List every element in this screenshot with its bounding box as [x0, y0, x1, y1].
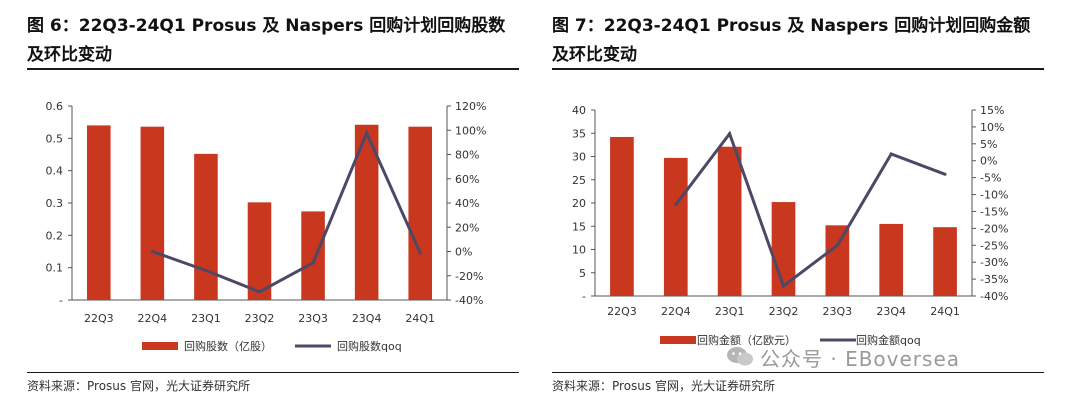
left-tick-label: 25 — [572, 174, 586, 187]
left-tick-label: 0.4 — [46, 165, 64, 178]
title-rule — [552, 68, 1044, 70]
right-tick-label: 10% — [980, 121, 1004, 134]
chart-title: 图 6：22Q3-24Q1 Prosus 及 Naspers 回购计划回购股数及… — [27, 16, 506, 65]
bar — [933, 227, 957, 296]
right-tick-label: -20% — [980, 222, 1008, 235]
category-label: 23Q4 — [876, 305, 906, 318]
qoq-point — [311, 261, 315, 265]
legend-line-label: 回购股数qoq — [337, 339, 402, 353]
category-label: 23Q2 — [769, 305, 799, 318]
qoq-point — [835, 243, 839, 247]
right-tick-label: -40% — [980, 290, 1008, 303]
right-tick-label: -10% — [980, 189, 1008, 202]
qoq-point — [782, 284, 785, 288]
right-tick-label: -25% — [980, 239, 1008, 252]
right-tick-label: 20% — [455, 221, 479, 234]
left-tick-label: - — [582, 290, 586, 303]
left-tick-label: 5 — [579, 267, 586, 280]
legend-bar-swatch — [142, 342, 178, 350]
left-tick-label: 40 — [572, 104, 586, 117]
source-note: 资料来源：Prosus 官网，光大证券研究所 — [552, 379, 775, 393]
right-tick-label: 0% — [980, 155, 997, 168]
qoq-point — [889, 152, 893, 156]
wechat-icon — [727, 347, 753, 366]
qoq-point — [365, 131, 369, 135]
source-note: 资料来源：Prosus 官网，光大证券研究所 — [27, 379, 250, 393]
bar — [140, 126, 165, 300]
bar — [247, 202, 272, 300]
legend-bar-swatch — [660, 336, 696, 344]
right-tick-label: 80% — [455, 149, 479, 162]
right-tick-label: -20% — [455, 270, 483, 283]
category-label: 23Q3 — [823, 305, 853, 318]
bar — [408, 126, 432, 300]
category-label: 23Q1 — [715, 305, 745, 318]
right-tick-label: 120% — [455, 100, 486, 113]
chart-panel-shares: 图 6：22Q3-24Q1 Prosus 及 Naspers 回购计划回购股数及… — [27, 0, 519, 407]
bar — [354, 124, 379, 301]
right-tick-label: -35% — [980, 273, 1008, 286]
qoq-point — [943, 172, 947, 176]
right-tick-label: 60% — [455, 173, 479, 186]
qoq-line — [674, 130, 946, 289]
bar — [717, 146, 742, 296]
amount-chart: - 5 10 15 20 25 30 35 40 -40% -35% -30% -25% -20% -15%… — [572, 104, 1008, 347]
left-tick-label: 0.3 — [46, 197, 64, 210]
title-rule — [27, 68, 519, 70]
qoq-point — [150, 250, 154, 253]
category-label: 22Q3 — [607, 305, 637, 318]
left-tick-label: 0.6 — [46, 100, 64, 113]
right-tick-label: 5% — [980, 138, 997, 151]
bar — [87, 125, 111, 301]
right-tick-label: 100% — [455, 124, 486, 137]
right-tick-label: -30% — [980, 256, 1008, 269]
chart-title: 图 7：22Q3-24Q1 Prosus 及 Naspers 回购计划回购金额及… — [552, 16, 1031, 65]
qoq-point — [258, 290, 261, 294]
right-tick-label: -15% — [980, 205, 1008, 218]
bar — [301, 211, 325, 300]
right-tick-label: 40% — [455, 197, 479, 210]
left-tick-label: 30 — [572, 151, 586, 164]
left-tick-label: 20 — [572, 197, 586, 210]
chart-panel-amount: 图 7：22Q3-24Q1 Prosus 及 Naspers 回购计划回购金额及… — [552, 0, 1044, 407]
right-tick-label: 0% — [455, 246, 472, 259]
qoq-point — [418, 251, 422, 255]
right-tick-label: -40% — [455, 294, 483, 307]
legend-line-label: 回购金额qoq — [856, 333, 921, 347]
category-label: 23Q2 — [245, 312, 275, 325]
source-rule — [552, 372, 1044, 373]
bar — [194, 153, 218, 300]
category-label: 24Q1 — [930, 305, 960, 318]
bar — [879, 223, 904, 296]
bar — [610, 136, 634, 296]
qoq-point — [728, 132, 732, 136]
right-tick-label: -5% — [980, 172, 1001, 185]
legend-bar-label: 回购金额（亿欧元） — [697, 333, 796, 347]
category-label: 23Q1 — [191, 312, 221, 325]
category-label: 22Q4 — [661, 305, 691, 318]
watermark-text: 公众号 · EBoversea — [760, 347, 961, 371]
left-tick-label: 0.5 — [46, 132, 64, 145]
right-tick-label: 15% — [980, 104, 1004, 117]
source-rule — [27, 372, 519, 373]
category-label: 24Q1 — [405, 312, 435, 325]
left-tick-label: 10 — [572, 244, 586, 257]
left-tick-label: 0.2 — [46, 229, 64, 242]
qoq-point — [674, 203, 678, 207]
bar — [663, 157, 688, 296]
shares-chart: - 0.1 0.2 0.3 0.4 0.5 0.6 -40% -20% 0% 20% 40% 60% 80… — [46, 100, 487, 353]
category-label: 22Q4 — [138, 312, 168, 325]
category-label: 23Q4 — [352, 312, 382, 325]
category-label: 22Q3 — [84, 312, 114, 325]
qoq-line — [151, 129, 422, 294]
left-tick-label: - — [59, 294, 63, 307]
left-tick-label: 0.1 — [46, 262, 64, 275]
legend-bar-label: 回购股数（亿股） — [184, 339, 272, 353]
qoq-point — [204, 269, 208, 273]
category-label: 23Q3 — [298, 312, 328, 325]
bar — [825, 225, 850, 296]
left-tick-label: 15 — [572, 220, 586, 233]
left-tick-label: 35 — [572, 127, 586, 140]
